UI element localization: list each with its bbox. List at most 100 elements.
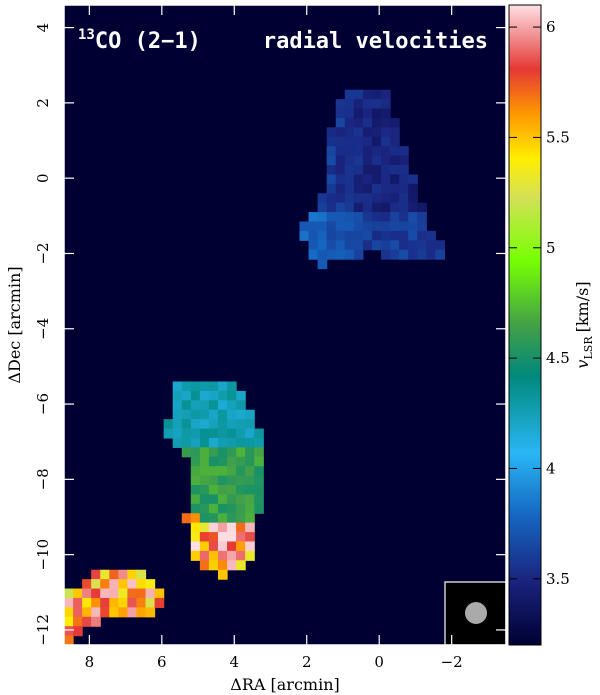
map-pixel <box>73 607 83 618</box>
map-pixel <box>190 447 201 458</box>
map-pixel <box>190 400 201 411</box>
map-pixel <box>208 522 219 533</box>
map-pixel <box>353 240 364 251</box>
map-pixel <box>362 136 373 147</box>
map-pixel <box>245 447 255 458</box>
map-pixel <box>390 174 400 185</box>
map-pixel <box>371 108 382 119</box>
molecule-label: CO (2−1) <box>95 29 201 54</box>
map-pixel <box>353 89 364 100</box>
map-pixel <box>82 588 92 599</box>
isotope-superscript: 13 <box>78 27 95 43</box>
map-pixel <box>371 136 382 147</box>
map-pixel <box>381 108 391 119</box>
map-pixel <box>344 117 355 128</box>
map-pixel <box>299 230 310 241</box>
y-tick-label: −2 <box>34 242 52 264</box>
map-pixel <box>217 485 228 496</box>
map-pixel <box>127 569 138 580</box>
map-pixel <box>335 221 346 232</box>
map-pixel <box>199 381 210 392</box>
beam-inset <box>444 581 507 646</box>
map-pixel <box>371 117 382 128</box>
map-pixel <box>208 437 219 448</box>
map-pixel <box>335 212 346 223</box>
map-pixel <box>236 560 246 571</box>
map-pixel <box>236 419 246 430</box>
map-pixel <box>399 174 409 185</box>
y-tick-label: −12 <box>34 614 52 646</box>
map-pixel <box>236 409 246 420</box>
map-pixel <box>245 494 255 505</box>
map-pixel <box>190 550 201 561</box>
map-pixel <box>136 607 147 618</box>
map-pixel <box>190 428 201 439</box>
map-pixel <box>245 409 255 420</box>
map-pixel <box>308 240 319 251</box>
y-tick-label: 2 <box>34 98 52 108</box>
map-pixel <box>371 155 382 166</box>
map-pixel <box>326 165 337 176</box>
map-pixel <box>381 165 391 176</box>
map-pixel <box>317 212 328 223</box>
map-pixel <box>254 494 264 505</box>
map-pixel <box>381 99 391 110</box>
map-pixel <box>163 419 174 430</box>
map-pixel <box>172 381 183 392</box>
map-pixel <box>399 230 409 241</box>
map-pixel <box>154 597 165 608</box>
map-pixel <box>118 597 128 608</box>
map-pixel <box>326 155 337 166</box>
map-pixel <box>73 616 83 627</box>
map-pixel <box>308 221 319 232</box>
map-pixel <box>227 541 237 552</box>
map-pixel <box>344 174 355 185</box>
map-pixel <box>390 146 400 157</box>
map-pixel <box>64 616 74 627</box>
map-pixel <box>236 390 246 401</box>
colorbar-tick-label: 5.5 <box>546 128 570 146</box>
map-pixel <box>100 607 110 618</box>
colorbar-title: vLSR [km/s] <box>573 281 595 368</box>
map-pixel <box>381 146 391 157</box>
map-pixel <box>390 155 400 166</box>
map-pixel <box>208 560 219 571</box>
map-pixel <box>109 588 119 599</box>
map-pixel <box>326 212 337 223</box>
map-pixel <box>408 202 418 213</box>
map-pixel <box>190 494 201 505</box>
map-pixel <box>390 127 400 138</box>
map-pixel <box>408 183 418 194</box>
map-pixel <box>227 390 237 401</box>
map-pixel <box>317 259 328 270</box>
map-pixel <box>362 221 373 232</box>
map-pixel <box>317 193 328 204</box>
map-pixel <box>109 579 119 590</box>
map-pixel <box>181 428 192 439</box>
map-pixel <box>227 400 237 411</box>
map-pixel <box>245 475 255 486</box>
map-pixel <box>362 146 373 157</box>
map-pixel <box>245 456 255 467</box>
map-pixel <box>208 428 219 439</box>
map-pixel <box>64 626 74 637</box>
map-pixel <box>381 89 391 100</box>
map-pixel <box>227 428 237 439</box>
map-pixel <box>335 230 346 241</box>
map-pixel <box>335 183 346 194</box>
map-pixel <box>326 193 337 204</box>
map-pixel <box>381 221 391 232</box>
map-pixel <box>362 89 373 100</box>
map-pixel <box>227 466 237 477</box>
map-pixel <box>227 550 237 561</box>
colorbar: 3.5 4 4.5 5 5.5 6 vLSR [km/s] <box>508 4 595 646</box>
map-pixel <box>399 193 409 204</box>
x-tick-label: 4 <box>230 653 240 671</box>
map-pixel <box>172 390 183 401</box>
map-pixel <box>199 428 210 439</box>
map-pixel <box>335 155 346 166</box>
map-pixel <box>408 193 418 204</box>
map-pixel <box>254 428 264 439</box>
map-pixel <box>181 437 192 448</box>
map-pixel <box>172 419 183 430</box>
